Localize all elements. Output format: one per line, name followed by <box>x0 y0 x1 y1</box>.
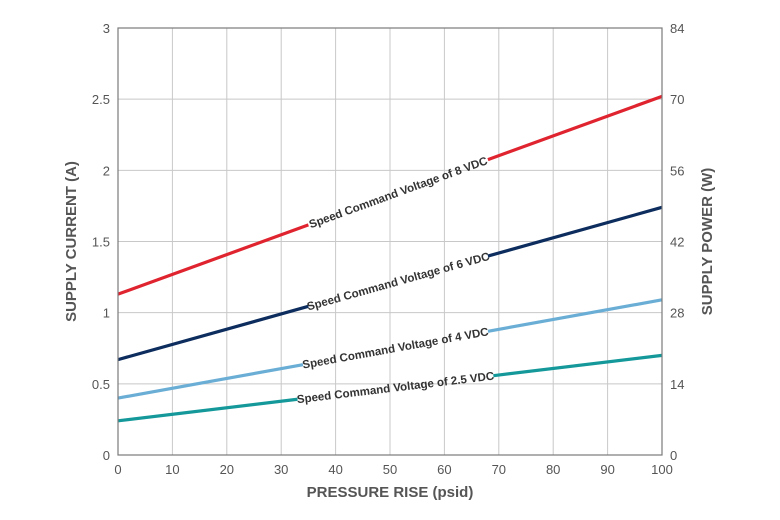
x-axis-title: PRESSURE RISE (psid) <box>307 484 474 501</box>
x-tick-labels: 0 10 20 30 40 50 60 70 80 90 100 <box>114 462 672 477</box>
x-tick-label: 10 <box>165 462 179 477</box>
y-axis-title: SUPPLY CURRENT (A) <box>63 161 80 322</box>
series-label: Speed Command Voltage of 2.5 VDC <box>296 371 495 407</box>
series-label: Speed Command Voltage of 8 VDC <box>308 155 490 231</box>
y-tick-label: 1 <box>103 306 110 321</box>
series-line-segment <box>487 205 663 258</box>
series-line-segment <box>487 298 663 333</box>
y2-tick-label: 42 <box>670 235 684 250</box>
series-line-segment <box>117 397 298 423</box>
series-line-segment <box>493 353 663 378</box>
x-tick-label: 30 <box>274 462 288 477</box>
x-tick-label: 80 <box>546 462 560 477</box>
y-tick-label: 2.5 <box>92 92 110 107</box>
y2-tick-labels: 0 14 28 42 56 70 84 <box>670 21 684 463</box>
y2-axis-title: SUPPLY POWER (W) <box>699 168 716 316</box>
series-label: Speed Command Voltage of 4 VDC <box>302 326 490 371</box>
series-line-segment <box>117 304 309 362</box>
y2-tick-label: 70 <box>670 92 684 107</box>
y-tick-label: 0 <box>103 448 110 463</box>
y-tick-labels: 0 0.5 1 1.5 2 2.5 3 <box>92 21 110 463</box>
y-tick-label: 3 <box>103 21 110 36</box>
x-tick-label: 40 <box>328 462 342 477</box>
x-tick-label: 0 <box>114 462 121 477</box>
x-tick-label: 20 <box>220 462 234 477</box>
y2-tick-label: 0 <box>670 448 677 463</box>
x-tick-label: 60 <box>437 462 451 477</box>
x-tick-label: 100 <box>651 462 673 477</box>
series-line-segment <box>117 363 304 400</box>
y2-tick-label: 14 <box>670 377 684 392</box>
y2-tick-label: 84 <box>670 21 684 36</box>
y2-tick-label: 56 <box>670 163 684 178</box>
series-line-segment <box>117 223 309 296</box>
series-label: Speed Command Voltage of 6 VDC <box>306 251 491 313</box>
x-tick-label: 90 <box>600 462 614 477</box>
y-tick-label: 2 <box>103 163 110 178</box>
y-tick-label: 0.5 <box>92 377 110 392</box>
x-tick-label: 70 <box>492 462 506 477</box>
plot-frame <box>117 27 663 456</box>
y-tick-label: 1.5 <box>92 235 110 250</box>
series-line-segment <box>487 94 663 162</box>
x-tick-label: 50 <box>383 462 397 477</box>
series-labels: Speed Command Voltage of 8 VDC Speed Comm… <box>296 155 495 406</box>
y2-tick-label: 28 <box>670 306 684 321</box>
series-lines <box>117 94 663 423</box>
